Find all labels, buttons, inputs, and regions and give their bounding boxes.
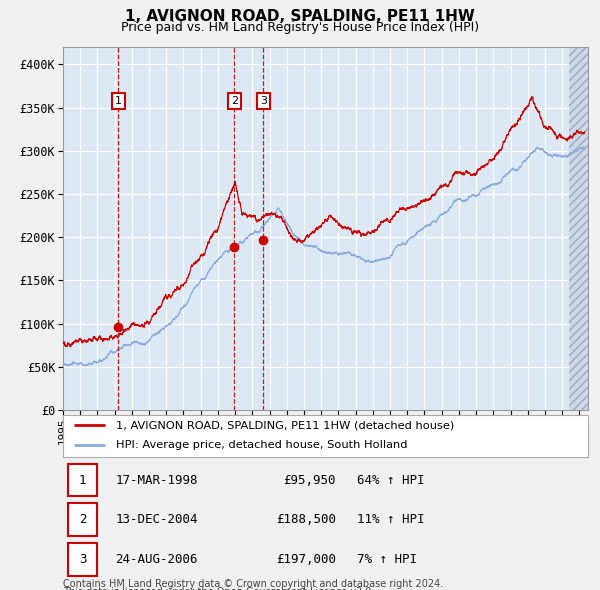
- Text: £95,950: £95,950: [284, 474, 336, 487]
- Text: 7% ↑ HPI: 7% ↑ HPI: [357, 553, 417, 566]
- Text: 3: 3: [260, 96, 267, 106]
- Text: Price paid vs. HM Land Registry's House Price Index (HPI): Price paid vs. HM Land Registry's House …: [121, 21, 479, 34]
- Bar: [569, 47, 588, 410]
- Text: 3: 3: [79, 553, 86, 566]
- FancyBboxPatch shape: [68, 464, 97, 496]
- Text: This data is licensed under the Open Government Licence v3.0.: This data is licensed under the Open Gov…: [63, 587, 374, 590]
- Text: 1, AVIGNON ROAD, SPALDING, PE11 1HW: 1, AVIGNON ROAD, SPALDING, PE11 1HW: [125, 9, 475, 24]
- Text: 17-MAR-1998: 17-MAR-1998: [115, 474, 198, 487]
- Text: 11% ↑ HPI: 11% ↑ HPI: [357, 513, 425, 526]
- Text: 1: 1: [79, 474, 86, 487]
- Text: 2: 2: [231, 96, 238, 106]
- Text: Contains HM Land Registry data © Crown copyright and database right 2024.: Contains HM Land Registry data © Crown c…: [63, 579, 443, 589]
- Text: 1, AVIGNON ROAD, SPALDING, PE11 1HW (detached house): 1, AVIGNON ROAD, SPALDING, PE11 1HW (det…: [115, 421, 454, 430]
- FancyBboxPatch shape: [68, 503, 97, 536]
- FancyBboxPatch shape: [68, 543, 97, 576]
- Text: £188,500: £188,500: [276, 513, 336, 526]
- Text: £197,000: £197,000: [276, 553, 336, 566]
- Text: 24-AUG-2006: 24-AUG-2006: [115, 553, 198, 566]
- Text: 1: 1: [115, 96, 122, 106]
- Text: HPI: Average price, detached house, South Holland: HPI: Average price, detached house, Sout…: [115, 440, 407, 450]
- Text: 13-DEC-2004: 13-DEC-2004: [115, 513, 198, 526]
- Text: 64% ↑ HPI: 64% ↑ HPI: [357, 474, 425, 487]
- Text: 2: 2: [79, 513, 86, 526]
